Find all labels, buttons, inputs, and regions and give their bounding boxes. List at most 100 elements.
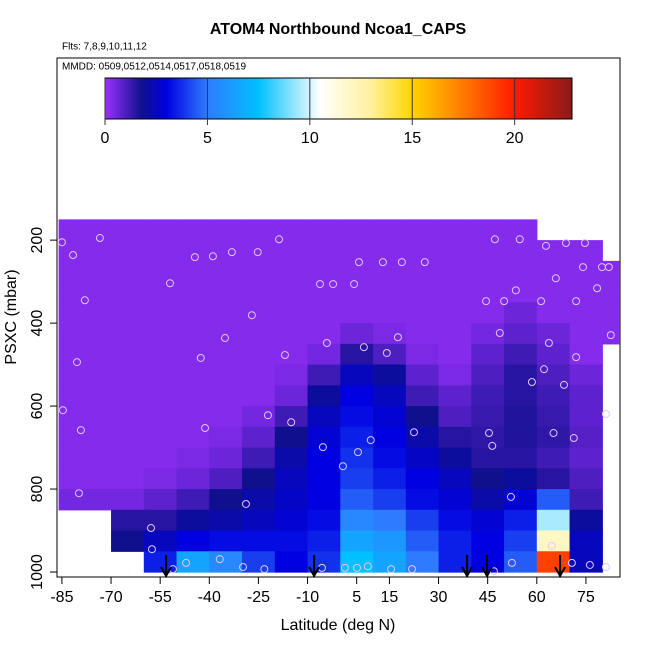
colorbar — [104, 77, 573, 120]
heatmap-cell — [373, 447, 407, 469]
heatmap-cell — [78, 385, 112, 407]
heatmap-cell — [405, 509, 440, 532]
heatmap-cell — [405, 426, 440, 449]
observation-point — [511, 286, 520, 295]
y-tick-label: 1000 — [29, 554, 46, 590]
x-tick-label: 75 — [577, 589, 595, 606]
heatmap-cell — [242, 323, 276, 345]
observation-point — [420, 258, 429, 267]
heatmap-cell — [471, 468, 505, 490]
heatmap-cell — [143, 489, 178, 511]
observation-point — [247, 311, 256, 320]
observation-point — [490, 235, 499, 244]
observation-point — [397, 258, 406, 267]
heatmap-cell — [471, 302, 505, 324]
heatmap-cell — [536, 364, 571, 386]
colorbar-tick-label: 15 — [403, 130, 421, 147]
heatmap-cell — [307, 489, 341, 511]
observation-point — [549, 429, 558, 438]
heatmap-cell — [111, 385, 145, 407]
observation-point — [527, 378, 536, 387]
heatmap-cell — [504, 447, 538, 469]
observation-point — [221, 334, 230, 343]
observation-point — [378, 258, 387, 267]
observation-point — [580, 239, 589, 248]
heatmap-cell — [340, 281, 374, 303]
heatmap-cell — [504, 385, 538, 407]
observation-point — [569, 434, 578, 443]
heatmap-cell — [58, 385, 79, 407]
heatmap-cell — [373, 364, 407, 386]
observation-point — [387, 565, 396, 574]
heatmap-cell — [242, 240, 276, 262]
heatmap-cell — [58, 364, 79, 386]
observation-point — [315, 280, 324, 289]
heatmap-cell — [405, 260, 440, 283]
heatmap-cell — [274, 343, 309, 366]
heatmap-cell — [78, 406, 112, 428]
subtitle: Flts: 7,8,9,10,11,12 — [62, 42, 147, 53]
observation-point — [338, 462, 347, 471]
heatmap-cell — [209, 406, 243, 428]
heatmap-cell — [536, 447, 571, 469]
heatmap-cell — [569, 323, 603, 345]
heatmap-cell — [536, 343, 571, 366]
heatmap-cell — [340, 385, 374, 407]
heatmap-cell — [242, 364, 276, 386]
observation-point — [196, 353, 205, 362]
heatmap-cell — [405, 343, 440, 366]
heatmap-cell — [176, 509, 210, 532]
heatmap-cell — [209, 219, 243, 241]
heatmap-cell — [340, 364, 374, 386]
heatmap-cell — [536, 426, 571, 449]
observation-point — [146, 524, 155, 533]
heatmap-cell — [274, 385, 309, 407]
heatmap-cell — [58, 447, 79, 469]
heatmap-cell — [340, 302, 374, 324]
arrow-head — [481, 566, 493, 579]
heatmap-cell — [340, 323, 374, 345]
heatmap-cell — [536, 406, 571, 428]
heatmap-cell — [307, 468, 341, 490]
observation-point — [263, 411, 272, 420]
heatmap-cell — [209, 281, 243, 303]
heatmap-cell — [242, 281, 276, 303]
observation-point — [572, 297, 581, 306]
observation-point — [80, 296, 89, 305]
x-tick-label: 5 — [352, 589, 361, 606]
observation-point — [601, 563, 610, 572]
heatmap-cell — [242, 343, 276, 366]
observation-point — [165, 279, 174, 288]
heatmap-cell — [471, 323, 505, 345]
heatmap-cell — [373, 551, 407, 573]
heatmap-cell — [504, 240, 538, 262]
observation-point — [488, 441, 497, 450]
heatmap-cell — [78, 323, 112, 345]
observation-point — [329, 280, 338, 289]
heatmap-cell — [111, 323, 145, 345]
heatmap-cell — [438, 551, 472, 573]
observation-point — [540, 365, 549, 374]
observation-point — [182, 558, 191, 567]
observation-point — [241, 499, 250, 508]
observation-point — [593, 284, 602, 293]
heatmap-cell — [438, 447, 472, 469]
heatmap-cell — [242, 302, 276, 324]
heatmap-cell — [176, 260, 210, 283]
heatmap-cell — [373, 426, 407, 449]
heatmap-cell — [274, 364, 309, 386]
arrow-head — [160, 566, 172, 579]
heatmap-cell — [569, 426, 603, 449]
observation-point — [515, 235, 524, 244]
x-tick-label: 15 — [381, 589, 399, 606]
observation-point — [585, 560, 594, 569]
heatmap-cell — [274, 530, 309, 552]
heatmap-cell — [176, 489, 210, 511]
heatmap-cell — [471, 343, 505, 366]
heatmap-cell — [111, 447, 145, 469]
heatmap-cell — [536, 281, 571, 303]
heatmap-cell — [307, 219, 341, 241]
heatmap-cell — [111, 281, 145, 303]
heatmap-cell — [58, 406, 79, 428]
